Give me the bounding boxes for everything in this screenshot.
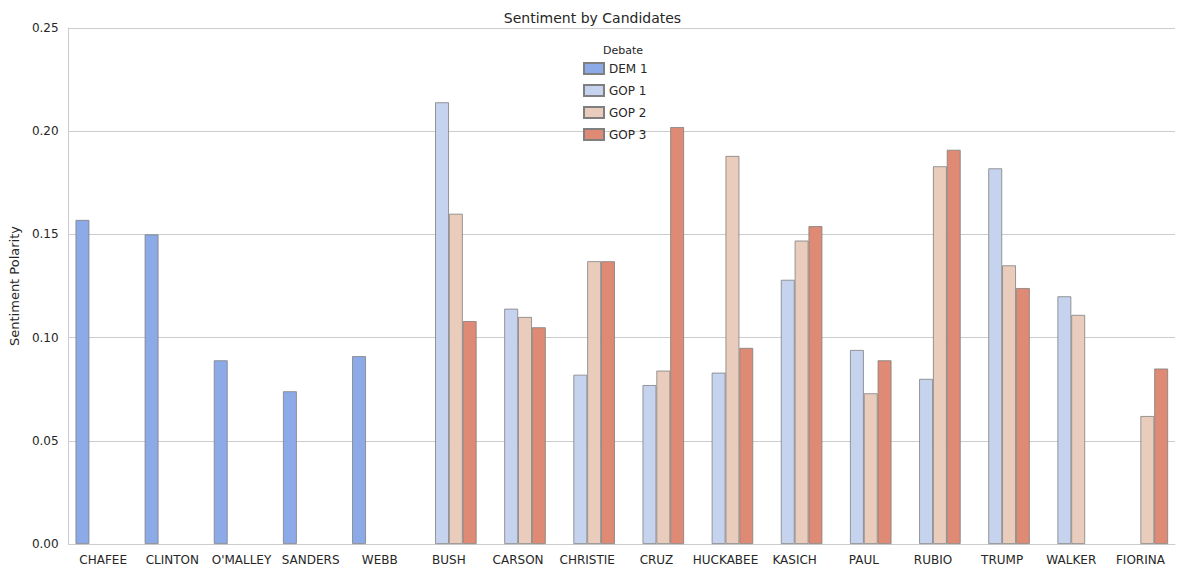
svg-text:0.15: 0.15 <box>32 227 59 241</box>
svg-text:KASICH: KASICH <box>772 553 816 567</box>
svg-text:CARSON: CARSON <box>493 553 544 567</box>
svg-text:0.20: 0.20 <box>32 124 59 138</box>
svg-text:O'MALLEY: O'MALLEY <box>212 553 272 567</box>
svg-text:HUCKABEE: HUCKABEE <box>693 553 758 567</box>
svg-text:0.25: 0.25 <box>32 21 59 35</box>
svg-text:WALKER: WALKER <box>1046 553 1096 567</box>
svg-text:CHRISTIE: CHRISTIE <box>560 553 615 567</box>
svg-text:WEBB: WEBB <box>362 553 398 567</box>
svg-text:0.00: 0.00 <box>32 537 59 551</box>
svg-text:CRUZ: CRUZ <box>640 553 674 567</box>
svg-text:0.10: 0.10 <box>32 331 59 345</box>
svg-text:GOP 3: GOP 3 <box>609 128 646 142</box>
svg-text:Sentiment by Candidates: Sentiment by Candidates <box>504 10 681 26</box>
svg-text:DEM 1: DEM 1 <box>609 62 648 76</box>
svg-text:GOP 2: GOP 2 <box>609 106 646 120</box>
svg-text:Sentiment Polarity: Sentiment Polarity <box>7 226 22 346</box>
svg-text:CHAFEE: CHAFEE <box>79 553 127 567</box>
svg-text:SANDERS: SANDERS <box>282 553 340 567</box>
svg-text:0.05: 0.05 <box>32 434 59 448</box>
svg-text:RUBIO: RUBIO <box>914 553 952 567</box>
svg-text:GOP 1: GOP 1 <box>609 84 646 98</box>
svg-text:BUSH: BUSH <box>432 553 466 567</box>
svg-text:Debate: Debate <box>603 44 643 57</box>
svg-text:FIORINA: FIORINA <box>1116 553 1166 567</box>
svg-text:CLINTON: CLINTON <box>146 553 199 567</box>
svg-text:PAUL: PAUL <box>849 553 879 567</box>
svg-text:TRUMP: TRUMP <box>980 553 1023 567</box>
